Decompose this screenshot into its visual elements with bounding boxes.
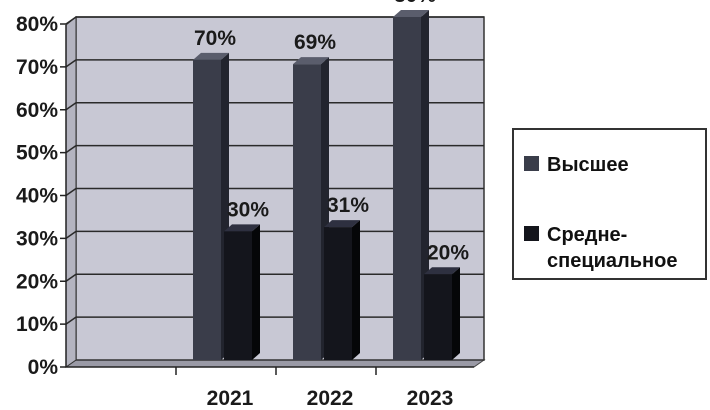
y-tick-label: 10% xyxy=(16,313,58,336)
legend-entry-secondary: Средне- специальное xyxy=(524,222,707,274)
bar-top xyxy=(193,52,229,60)
data-labels: 70% 30% 69% 31% 80% 20% xyxy=(194,0,469,264)
bar xyxy=(293,64,321,360)
gridline-side xyxy=(65,187,77,197)
data-label: 30% xyxy=(227,198,269,221)
bar xyxy=(224,231,252,360)
bars xyxy=(193,10,460,360)
chart-floor xyxy=(64,359,486,368)
bar xyxy=(393,17,421,360)
y-tick-label: 0% xyxy=(28,356,59,379)
bar-side xyxy=(352,220,360,360)
gridline-side xyxy=(65,16,77,25)
x-axis-labels: 2021 2022 2023 xyxy=(66,366,474,410)
legend-swatch-secondary xyxy=(524,226,539,241)
bar-top xyxy=(224,224,260,232)
data-label: 80% xyxy=(394,0,436,7)
gridline-side xyxy=(65,316,77,325)
bar-top xyxy=(424,267,460,275)
x-tick-label: 2023 xyxy=(407,387,454,410)
bar-side xyxy=(252,224,260,360)
bar-side xyxy=(452,267,460,360)
gridline-side xyxy=(65,145,77,154)
y-tick-label: 70% xyxy=(16,56,58,79)
data-label: 20% xyxy=(427,241,469,264)
y-tick-label: 30% xyxy=(16,227,58,250)
legend-label-higher: Высшее xyxy=(547,154,629,176)
data-label: 70% xyxy=(194,27,236,50)
bar-top xyxy=(393,10,429,17)
gridline-side xyxy=(65,273,77,282)
legend-swatch-higher xyxy=(524,156,539,171)
bar xyxy=(324,227,352,360)
gridline-side xyxy=(65,102,77,111)
bar-top xyxy=(293,57,329,65)
x-tick-label: 2022 xyxy=(307,387,354,410)
data-label: 31% xyxy=(327,194,369,217)
legend: Высшее Средне- специальное xyxy=(512,128,707,280)
y-tick-label: 20% xyxy=(16,270,58,293)
x-tick-label: 2021 xyxy=(207,387,254,410)
y-tick-label: 40% xyxy=(16,185,58,208)
y-tick-label: 60% xyxy=(16,99,58,122)
bar xyxy=(193,59,221,360)
legend-label-secondary: Средне- специальное xyxy=(547,224,678,272)
bar xyxy=(424,274,452,360)
gridline-side xyxy=(65,230,77,239)
legend-entry-higher: Высшее xyxy=(524,152,707,178)
y-tick-label: 80% xyxy=(16,13,58,36)
bar-top xyxy=(324,220,360,228)
gridline-side xyxy=(65,59,77,68)
y-tick-label: 50% xyxy=(16,142,58,165)
y-axis-ticks: 0% 10% 20% 30% 40% 50% 60% 70% 80% xyxy=(16,13,67,379)
data-label: 69% xyxy=(294,31,336,54)
